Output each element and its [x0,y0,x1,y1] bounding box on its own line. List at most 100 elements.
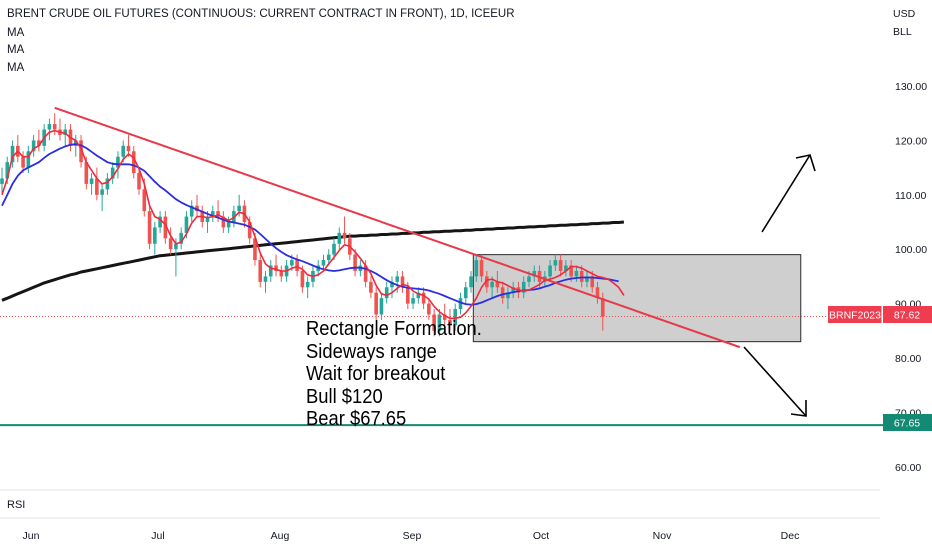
candle [469,270,473,293]
candle [337,227,342,250]
candle [432,309,436,337]
candle [342,216,347,244]
ma-slow-path [1,220,625,302]
candle [453,303,458,331]
candle [490,276,494,299]
x-tick-label: Aug [271,530,290,542]
candle [31,134,36,157]
candle [189,200,194,222]
bull-arrow-icon[interactable] [761,154,816,233]
annotation-line-1: Rectangle Formation. [306,318,482,340]
candle [126,134,131,157]
candle [564,260,568,277]
candle [179,227,183,250]
y-tick-label: 110.00 [895,190,926,202]
candle [421,287,426,310]
price-axis[interactable]: 60.0070.0080.0090.00100.00110.00120.0013… [895,81,927,474]
x-tick-label: Dec [781,530,800,542]
x-tick-label: Oct [533,530,549,542]
candle [437,309,442,337]
candle [110,162,115,184]
candle [384,281,389,304]
candle [458,292,463,315]
currency-label[interactable]: USD [893,8,916,20]
time-axis[interactable]: Jun Jul Aug Sep Oct Nov Dec [23,530,800,542]
candle [500,281,505,304]
chart-title: BRENT CRUDE OIL FUTURES (CONTINUOUS: CUR… [7,8,515,20]
candle [10,140,15,168]
candle [174,238,178,277]
indicator-legend-ma-2[interactable]: MA [7,44,25,56]
candle [595,281,600,304]
rectangle-drawing[interactable] [472,254,802,343]
candle [105,173,110,195]
candle [16,134,20,163]
candle [427,298,431,320]
candle [448,309,452,331]
candle [521,276,526,299]
candle [416,287,421,304]
candle [474,254,479,282]
last-price-tag: BRNF2023 87.62 [828,306,932,323]
candle [37,129,41,152]
candle [548,260,552,282]
candles [0,113,605,337]
candle [305,276,310,299]
candle [411,292,415,310]
x-tick-label: Sep [403,530,422,542]
rsi-pane-label[interactable]: RSI [7,499,26,511]
candle [353,249,357,277]
candle [158,211,162,233]
x-tick-label: Jun [23,530,40,542]
annotation-line-5: Bear $67.65 [306,408,407,430]
candle [463,281,468,304]
last-price-symbol: BRNF2023 [829,310,881,322]
indicator-legend-ma-1[interactable]: MA [7,27,25,39]
candle [79,134,83,168]
candle [221,211,226,233]
annotation-text[interactable]: Rectangle Formation. Sideways range Wait… [306,318,482,431]
candle [374,287,378,320]
candle [442,303,447,326]
trendline-drawing[interactable] [54,106,741,349]
candle [274,254,278,277]
candle [579,265,584,288]
candle [195,194,199,217]
indicator-legend-ma-3[interactable]: MA [7,62,25,74]
candle [137,167,141,195]
ma-mid-line [1,143,619,306]
candle [211,205,215,222]
candle [100,183,104,212]
candle [585,270,589,288]
candle [73,134,78,157]
x-tick-label: Jul [151,530,164,542]
rectangle-box[interactable] [472,254,802,343]
candle [400,270,405,293]
candle [95,167,99,201]
candle [506,287,510,310]
candle [369,276,373,299]
ma-slow-line [1,220,625,302]
candle [47,118,52,141]
trendline[interactable] [54,106,741,349]
candle [147,205,152,250]
support-level-value: 67.65 [894,418,920,430]
y-tick-label: 100.00 [895,244,927,256]
candle [485,270,489,293]
candle [131,145,136,179]
y-tick-label: 120.00 [895,135,927,147]
candle [321,254,326,271]
candle [390,276,394,299]
candle [268,260,273,282]
unit-label[interactable]: BLL [893,26,912,38]
candle [89,173,94,195]
ma-fast-path [1,129,625,320]
annotation-line-4: Bull $120 [306,385,383,408]
bear-arrow-icon[interactable] [743,346,807,417]
breakout-arrows[interactable] [743,154,816,417]
annotation-line-3: Wait for breakout [306,363,446,385]
last-price-value: 87.62 [894,310,920,322]
candle [295,254,299,277]
candle [553,254,558,271]
